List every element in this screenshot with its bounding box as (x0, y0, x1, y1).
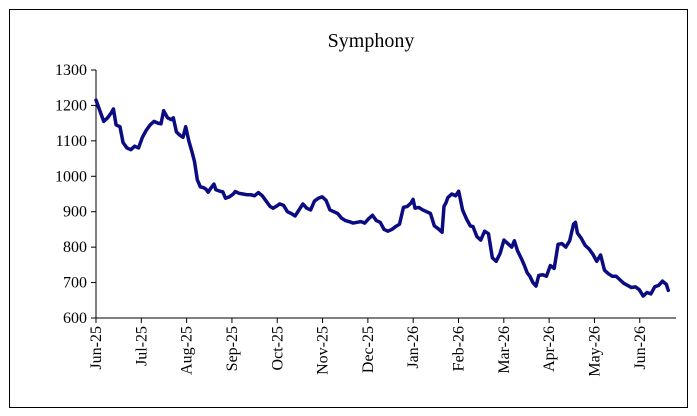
chart-title: Symphony (328, 30, 415, 52)
y-tick-label: 1300 (55, 62, 87, 79)
y-tick-label: 1200 (55, 97, 87, 114)
x-tick-label: Jun-26 (632, 326, 649, 370)
y-tick-label: 1100 (56, 133, 87, 150)
y-tick-label: 700 (63, 275, 87, 292)
series-layer (94, 98, 671, 298)
series-line (94, 98, 671, 298)
x-tick-label: Jul-25 (133, 326, 150, 366)
x-tick-label: Feb-26 (451, 326, 468, 371)
x-tick-label: May-26 (586, 326, 603, 377)
x-tick-label: Aug-25 (179, 326, 196, 375)
x-tick-label: Nov-25 (315, 326, 332, 375)
tick-labels: 600 700 800 900 1000 1100 1200 1300 Jun-25 Jul-25… (55, 62, 649, 377)
x-tick-label: Mar-26 (496, 326, 513, 374)
axes (91, 69, 676, 323)
x-tick-label: Jan-26 (405, 326, 422, 369)
chart-frame (9, 9, 688, 408)
x-tick-label: Sep-25 (224, 326, 241, 371)
y-tick-label: 900 (63, 204, 87, 221)
x-tick-label: Jun-25 (88, 326, 105, 370)
x-tick-label: Apr-26 (541, 326, 558, 372)
x-tick-label: Dec-25 (360, 326, 377, 373)
y-tick-label: 800 (63, 239, 87, 256)
y-tick-label: 1000 (55, 168, 87, 185)
x-tick-label: Oct-25 (269, 326, 286, 370)
y-tick-label: 600 (63, 310, 87, 327)
